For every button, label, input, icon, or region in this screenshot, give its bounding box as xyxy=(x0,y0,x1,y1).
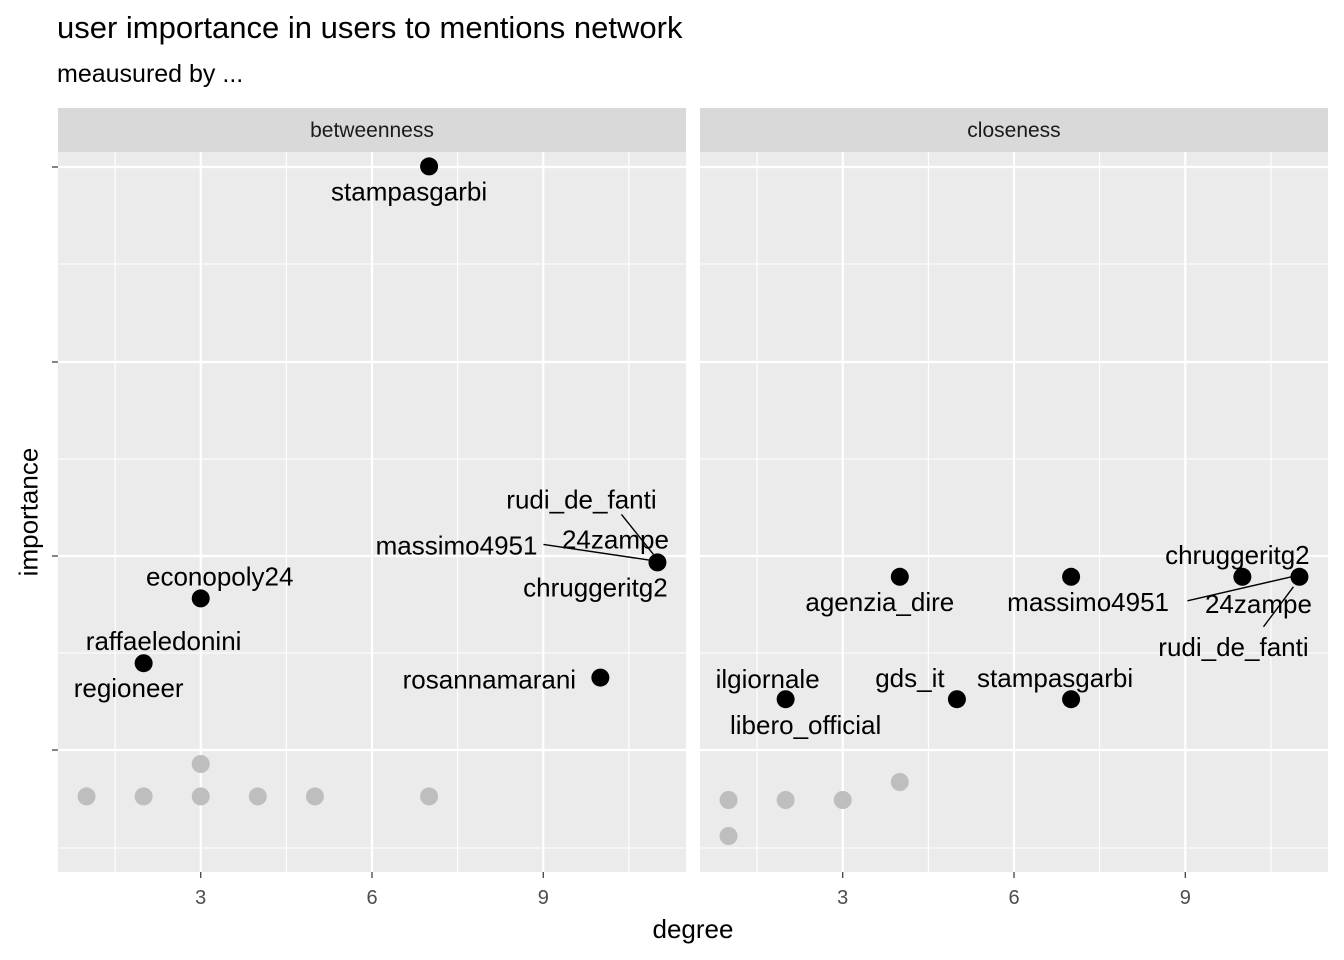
x-tick-label: 3 xyxy=(837,887,848,909)
point-label: rudi_de_fanti xyxy=(506,484,656,514)
point-label: econopoly24 xyxy=(146,561,293,591)
data-point xyxy=(1062,690,1081,709)
point-label: gds_it xyxy=(875,663,945,693)
point-label: chruggeritg2 xyxy=(523,572,668,602)
point-label: stampasgarbi xyxy=(977,663,1133,693)
data-point-other xyxy=(305,787,324,806)
data-point-other xyxy=(191,755,210,773)
point-label: chruggeritg2 xyxy=(1165,540,1310,570)
chart-title: user importance in users to mentions net… xyxy=(57,10,683,45)
x-tick-label: 6 xyxy=(1008,887,1019,909)
point-label: ilgiornale xyxy=(716,664,820,694)
data-point xyxy=(591,668,610,687)
data-point-other xyxy=(248,787,267,806)
data-point-other xyxy=(420,787,439,806)
point-label: raffaeledonini xyxy=(86,626,242,656)
data-point xyxy=(1062,567,1081,586)
data-point xyxy=(890,567,909,586)
label-leader-line xyxy=(1187,576,1292,602)
data-point-other xyxy=(134,787,153,806)
x-axis-label: degree xyxy=(652,914,734,944)
chart-subtitle: meausured by ... xyxy=(57,60,244,88)
point-label: stampasgarbi xyxy=(331,176,487,206)
data-point xyxy=(1290,567,1309,586)
data-point-other xyxy=(833,791,852,809)
data-point xyxy=(134,654,153,673)
data-point xyxy=(191,589,210,608)
point-label: rosannamarani xyxy=(403,665,576,695)
label-leader-line xyxy=(1262,586,1295,628)
facet-strip-betweenness xyxy=(58,108,686,152)
data-point-other xyxy=(776,791,795,809)
data-point xyxy=(1233,567,1252,586)
x-tick-label: 9 xyxy=(538,887,549,909)
label-leader-line xyxy=(543,543,652,562)
data-point-other xyxy=(890,773,909,791)
facet-strip-closeness xyxy=(700,108,1328,152)
point-label: 24zampe xyxy=(1205,589,1312,619)
point-label: agenzia_dire xyxy=(805,587,954,617)
facet-strip-label: betweenness xyxy=(310,119,434,142)
x-tick-label: 6 xyxy=(366,887,377,909)
point-label: libero_official xyxy=(730,710,881,740)
point-label: massimo4951 xyxy=(1007,587,1169,617)
data-point-other xyxy=(77,787,96,806)
data-point-other xyxy=(719,791,738,809)
data-point xyxy=(776,690,795,709)
point-label: massimo4951 xyxy=(376,530,538,560)
data-point-other xyxy=(191,787,210,806)
point-label: rudi_de_fanti xyxy=(1158,632,1308,662)
x-tick-label: 9 xyxy=(1180,887,1191,909)
data-point-other xyxy=(719,827,738,845)
data-point xyxy=(648,553,667,572)
facet-strip-label: closeness xyxy=(967,119,1060,142)
point-label: regioneer xyxy=(74,673,184,703)
data-point xyxy=(947,690,966,709)
label-leader-line xyxy=(620,513,655,555)
x-tick-label: 3 xyxy=(195,887,206,909)
data-point xyxy=(420,157,439,176)
